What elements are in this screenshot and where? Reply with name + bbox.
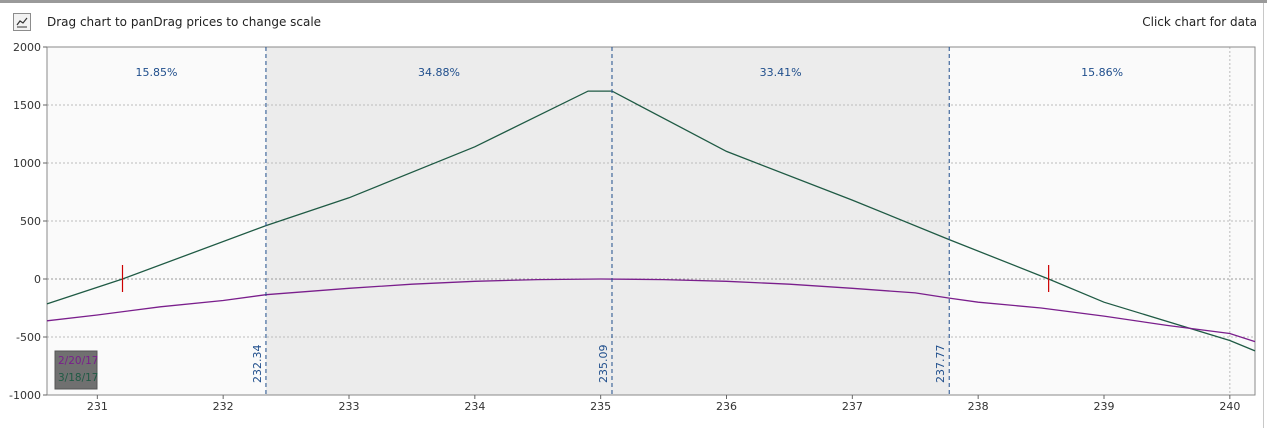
region-probability-label: 15.86% — [1081, 66, 1123, 79]
panel-right-border — [1263, 3, 1264, 428]
x-tick-label: 235 — [590, 400, 611, 413]
y-tick-label: -1000 — [9, 389, 41, 402]
y-tick-label: 1500 — [13, 99, 41, 112]
click-hint-text: Click chart for data — [1142, 15, 1257, 29]
y-tick-label: 0 — [34, 273, 41, 286]
y-tick-label: 500 — [20, 215, 41, 228]
x-tick-label: 239 — [1094, 400, 1115, 413]
series-line-3-18-17 — [46, 90, 1256, 352]
drag-hint-text: Drag chart to panDrag prices to change s… — [47, 15, 322, 29]
price-line-label: 237.77 — [934, 345, 947, 384]
region-probability-label: 34.88% — [418, 66, 460, 79]
x-tick-label: 237 — [842, 400, 863, 413]
chart-type-button[interactable] — [13, 13, 31, 31]
window-top-border — [0, 0, 1267, 3]
legend-box — [54, 350, 98, 390]
y-tick-label: 2000 — [13, 41, 41, 54]
x-tick-label: 236 — [716, 400, 737, 413]
region-probability-label: 15.85% — [135, 66, 177, 79]
x-tick-label: 240 — [1219, 400, 1240, 413]
y-tick-label: 1000 — [13, 157, 41, 170]
x-tick-label: 233 — [339, 400, 360, 413]
legend-entry[interactable]: 3/18/17 — [58, 372, 98, 384]
legend-entry[interactable]: 2/20/17 — [58, 355, 98, 367]
line-chart-icon — [16, 17, 28, 28]
price-line-label: 235.09 — [597, 345, 610, 384]
x-tick-label: 232 — [213, 400, 234, 413]
region-probability-label: 33.41% — [760, 66, 802, 79]
x-tick-label: 234 — [464, 400, 485, 413]
x-tick-label: 231 — [87, 400, 108, 413]
x-tick-label: 238 — [968, 400, 989, 413]
series-line-2-20-17 — [46, 278, 1256, 343]
y-tick-label: -500 — [16, 331, 41, 344]
price-line-label: 232.34 — [251, 345, 264, 384]
chart-toolbar: Drag chart to panDrag prices to change s… — [0, 3, 1267, 43]
